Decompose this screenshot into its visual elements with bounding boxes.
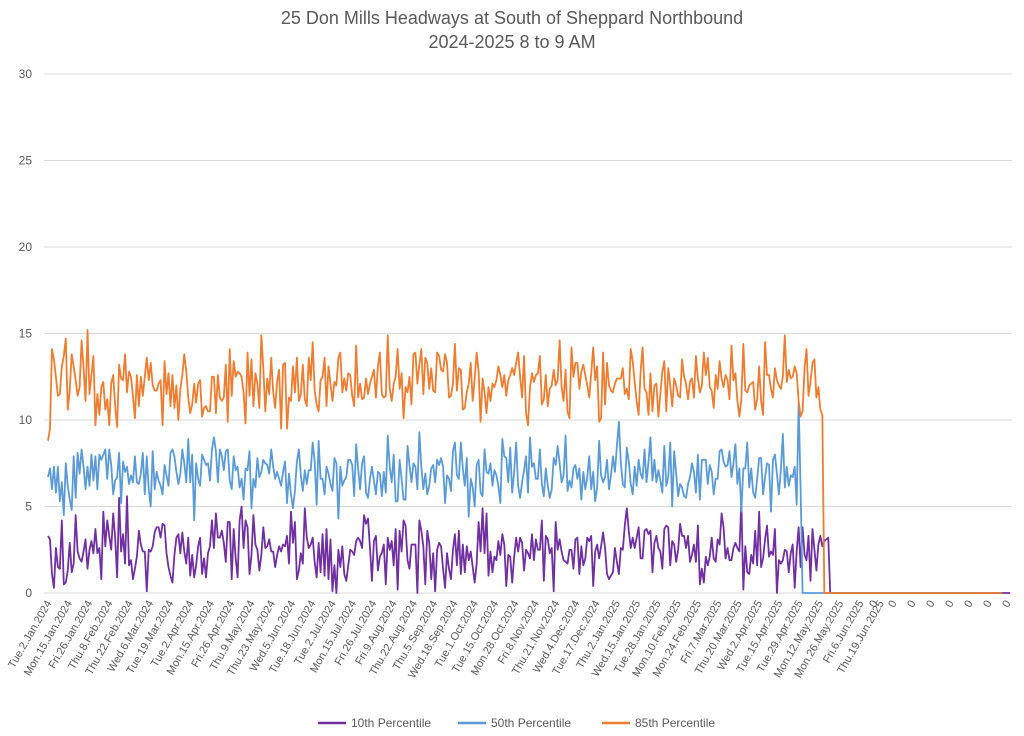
y-tick-label: 10 bbox=[19, 413, 33, 427]
chart-title-block: 25 Don Mills Headways at South of Sheppa… bbox=[0, 6, 1024, 54]
y-tick-label: 30 bbox=[19, 67, 33, 81]
y-axis-ticks: 0 5 10 15 20 25 30 bbox=[19, 67, 33, 600]
x-tick-label: 0 bbox=[924, 599, 937, 610]
x-tick-label: 0 bbox=[981, 599, 994, 610]
x-tick-label: 0 bbox=[943, 599, 956, 610]
y-tick-label: 0 bbox=[25, 586, 32, 600]
chart-subtitle: 2024-2025 8 to 9 AM bbox=[428, 32, 596, 52]
y-tick-label: 15 bbox=[19, 327, 33, 341]
x-tick-label: 0 bbox=[1000, 599, 1013, 610]
legend-label-2: 85th Percentile bbox=[635, 716, 715, 730]
legend-label-0: 10th Percentile bbox=[351, 716, 431, 730]
series-lines bbox=[47, 329, 1010, 594]
x-tick-label: 0 bbox=[905, 599, 918, 610]
legend-label-1: 50th Percentile bbox=[491, 716, 571, 730]
series-line-0 bbox=[47, 495, 1010, 594]
legend: 10th Percentile 50th Percentile 85th Perce… bbox=[318, 716, 715, 730]
y-tick-label: 20 bbox=[19, 240, 33, 254]
x-tick-label: 0 bbox=[886, 599, 899, 610]
chart-title: 25 Don Mills Headways at South of Sheppa… bbox=[280, 8, 744, 28]
x-tick-label: 0 bbox=[962, 599, 975, 610]
y-tick-label: 25 bbox=[19, 154, 33, 168]
x-tick-label: 0 bbox=[867, 599, 880, 610]
series-line-2 bbox=[47, 329, 1003, 594]
gridlines bbox=[44, 73, 1012, 594]
x-axis-ticks: Tue.2.Jan.2024Mon.15.Jan.2024Fri.26.Jan.… bbox=[6, 599, 1013, 681]
y-tick-label: 5 bbox=[25, 500, 32, 514]
